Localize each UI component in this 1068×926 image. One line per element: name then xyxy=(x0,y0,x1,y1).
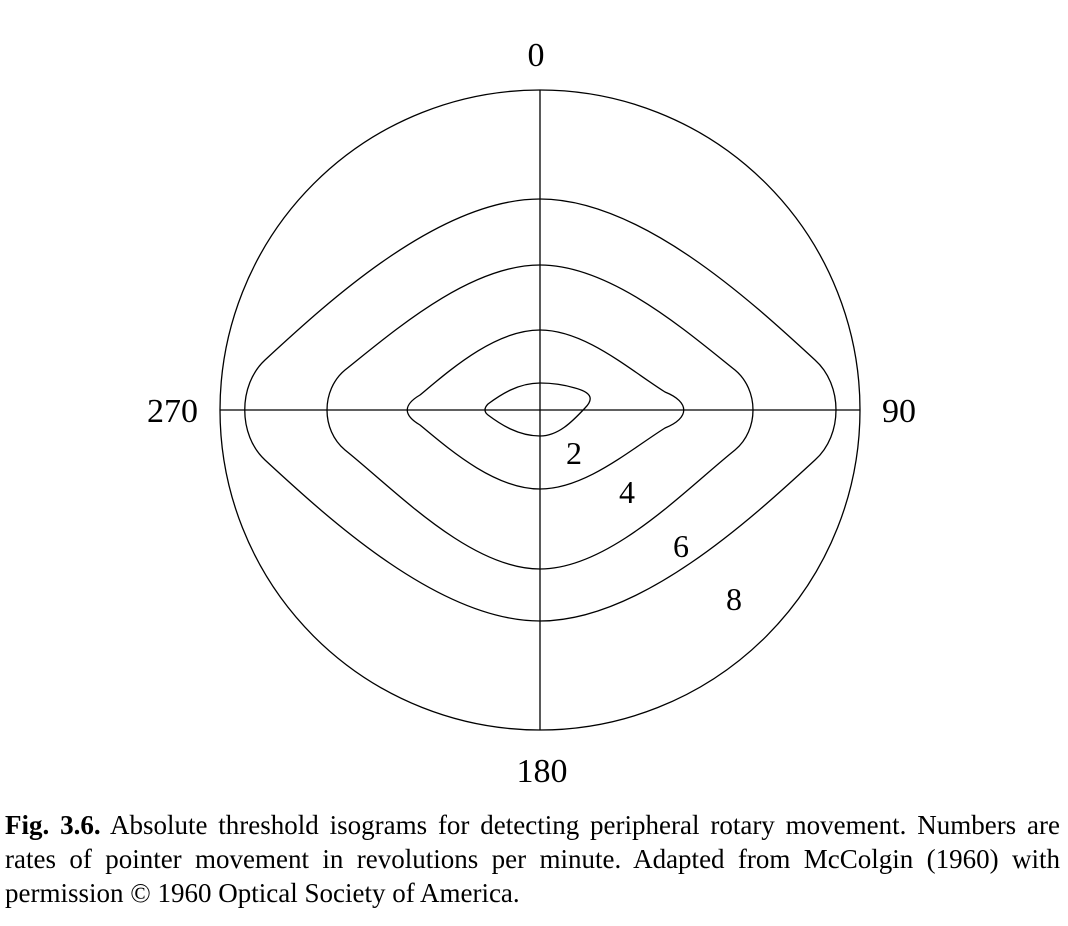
isogram-label-4: 4 xyxy=(619,474,635,510)
polar-isogram-figure: 0 90 180 270 2 4 6 8 xyxy=(147,37,916,790)
caption-text: Absolute threshold isograms for detectin… xyxy=(5,810,1060,908)
axis-label-0: 0 xyxy=(528,37,545,74)
isogram-8 xyxy=(244,198,837,622)
isogram-label-6: 6 xyxy=(673,528,689,564)
isogram-label-8: 8 xyxy=(726,581,742,617)
axis-label-90: 90 xyxy=(882,393,916,430)
isogram-2 xyxy=(484,382,591,437)
axis-label-180: 180 xyxy=(517,753,568,790)
figure-number: Fig. 3.6. xyxy=(5,810,101,840)
isogram-4 xyxy=(406,329,685,490)
isogram-6 xyxy=(326,264,754,570)
isogram-label-2: 2 xyxy=(566,435,582,471)
axis-label-270: 270 xyxy=(147,393,198,430)
figure-caption: Fig. 3.6. Absolute threshold isograms fo… xyxy=(5,808,1060,910)
